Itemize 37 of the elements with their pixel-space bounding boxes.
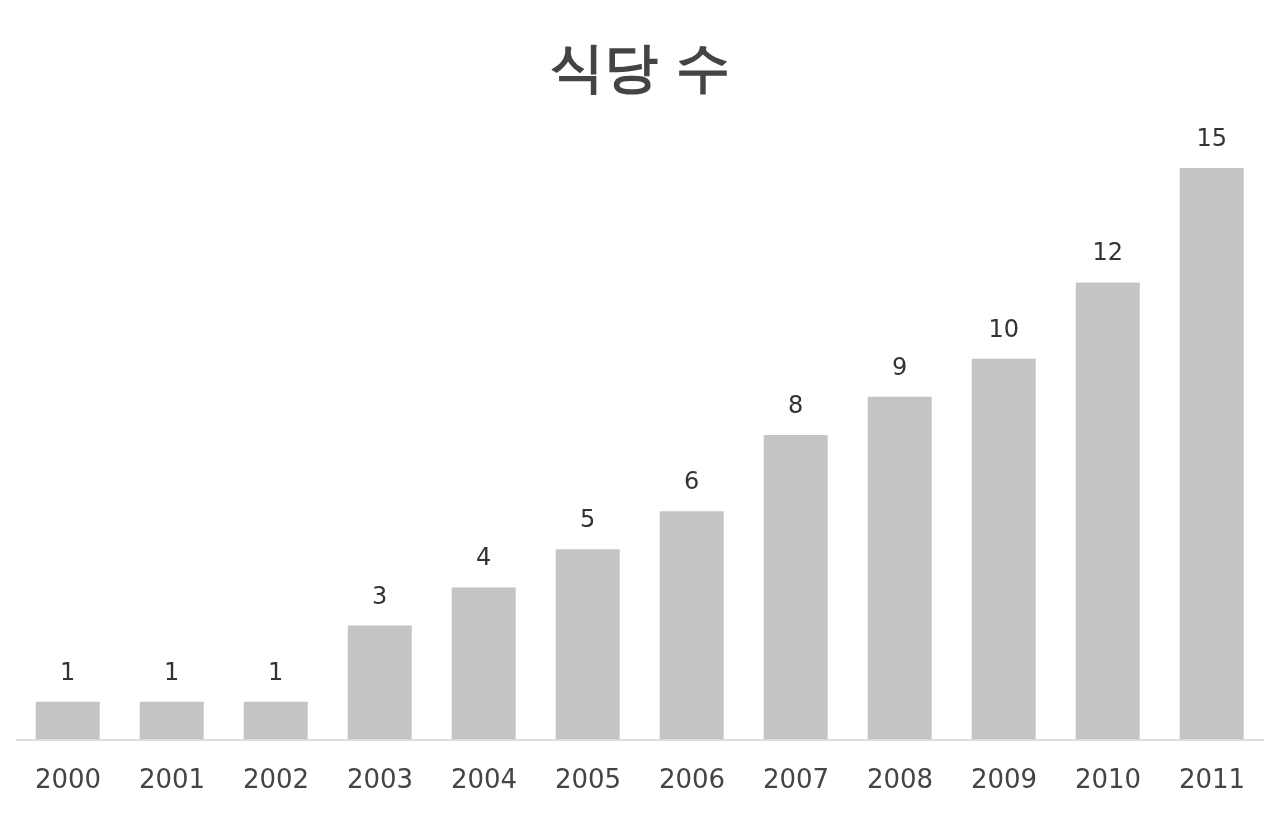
data-label: 6: [684, 467, 700, 496]
data-label: 1: [268, 657, 284, 686]
bar: [659, 511, 724, 740]
bar: [1179, 168, 1244, 740]
bar: [347, 625, 412, 740]
data-label: 4: [476, 543, 492, 572]
data-label: 5: [580, 505, 596, 534]
data-label: 1: [60, 657, 76, 686]
x-tick-label: 2001: [138, 764, 206, 795]
x-tick-label: 2008: [866, 764, 934, 795]
bar: [243, 701, 308, 740]
x-tick-label: 2005: [554, 764, 622, 795]
x-tick-label: 2004: [450, 764, 518, 795]
bar: [35, 701, 100, 740]
x-tick-label: 2009: [970, 764, 1038, 795]
chart-title: 식당 수: [549, 35, 731, 99]
x-tick-label: 2006: [658, 764, 726, 795]
x-tick-label: 2000: [34, 764, 102, 795]
bar: [971, 358, 1036, 740]
bar: [1075, 282, 1140, 740]
bar: [867, 396, 932, 740]
x-tick-label: 2011: [1178, 764, 1246, 795]
data-label: 3: [372, 581, 388, 610]
bar: [139, 701, 204, 740]
data-label: 1: [164, 657, 180, 686]
data-label: 12: [1092, 238, 1124, 267]
x-tick-label: 2003: [346, 764, 414, 795]
x-tick-label: 2007: [762, 764, 830, 795]
data-label: 8: [788, 390, 804, 419]
bar: [763, 434, 828, 740]
bar: [555, 549, 620, 740]
bar: [451, 587, 516, 740]
x-tick-label: 2010: [1074, 764, 1142, 795]
data-label: 9: [892, 352, 908, 381]
x-tick-label: 2002: [242, 764, 310, 795]
data-label: 10: [988, 314, 1020, 343]
data-label: 15: [1196, 124, 1228, 152]
